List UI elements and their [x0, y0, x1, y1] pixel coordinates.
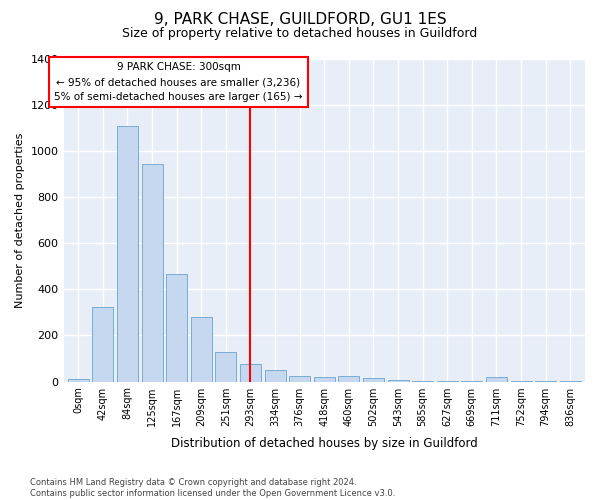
- Bar: [560, 381, 581, 382]
- Bar: [117, 126, 138, 382]
- Bar: [92, 306, 113, 382]
- Bar: [240, 364, 261, 382]
- Bar: [363, 378, 384, 382]
- Bar: [461, 381, 482, 382]
- Bar: [437, 381, 458, 382]
- Bar: [338, 376, 359, 382]
- Bar: [388, 380, 409, 382]
- Bar: [142, 164, 163, 382]
- Y-axis label: Number of detached properties: Number of detached properties: [15, 132, 25, 308]
- Bar: [511, 381, 532, 382]
- Bar: [535, 381, 556, 382]
- Bar: [289, 376, 310, 382]
- Bar: [486, 378, 507, 382]
- Bar: [68, 379, 89, 382]
- Bar: [412, 381, 433, 382]
- Bar: [215, 352, 236, 382]
- X-axis label: Distribution of detached houses by size in Guildford: Distribution of detached houses by size …: [171, 437, 478, 450]
- Text: Size of property relative to detached houses in Guildford: Size of property relative to detached ho…: [122, 28, 478, 40]
- Bar: [166, 274, 187, 382]
- Text: Contains HM Land Registry data © Crown copyright and database right 2024.
Contai: Contains HM Land Registry data © Crown c…: [30, 478, 395, 498]
- Bar: [265, 370, 286, 382]
- Text: 9 PARK CHASE: 300sqm
← 95% of detached houses are smaller (3,236)
5% of semi-det: 9 PARK CHASE: 300sqm ← 95% of detached h…: [54, 62, 303, 102]
- Text: 9, PARK CHASE, GUILDFORD, GU1 1ES: 9, PARK CHASE, GUILDFORD, GU1 1ES: [154, 12, 446, 28]
- Bar: [191, 317, 212, 382]
- Bar: [314, 378, 335, 382]
